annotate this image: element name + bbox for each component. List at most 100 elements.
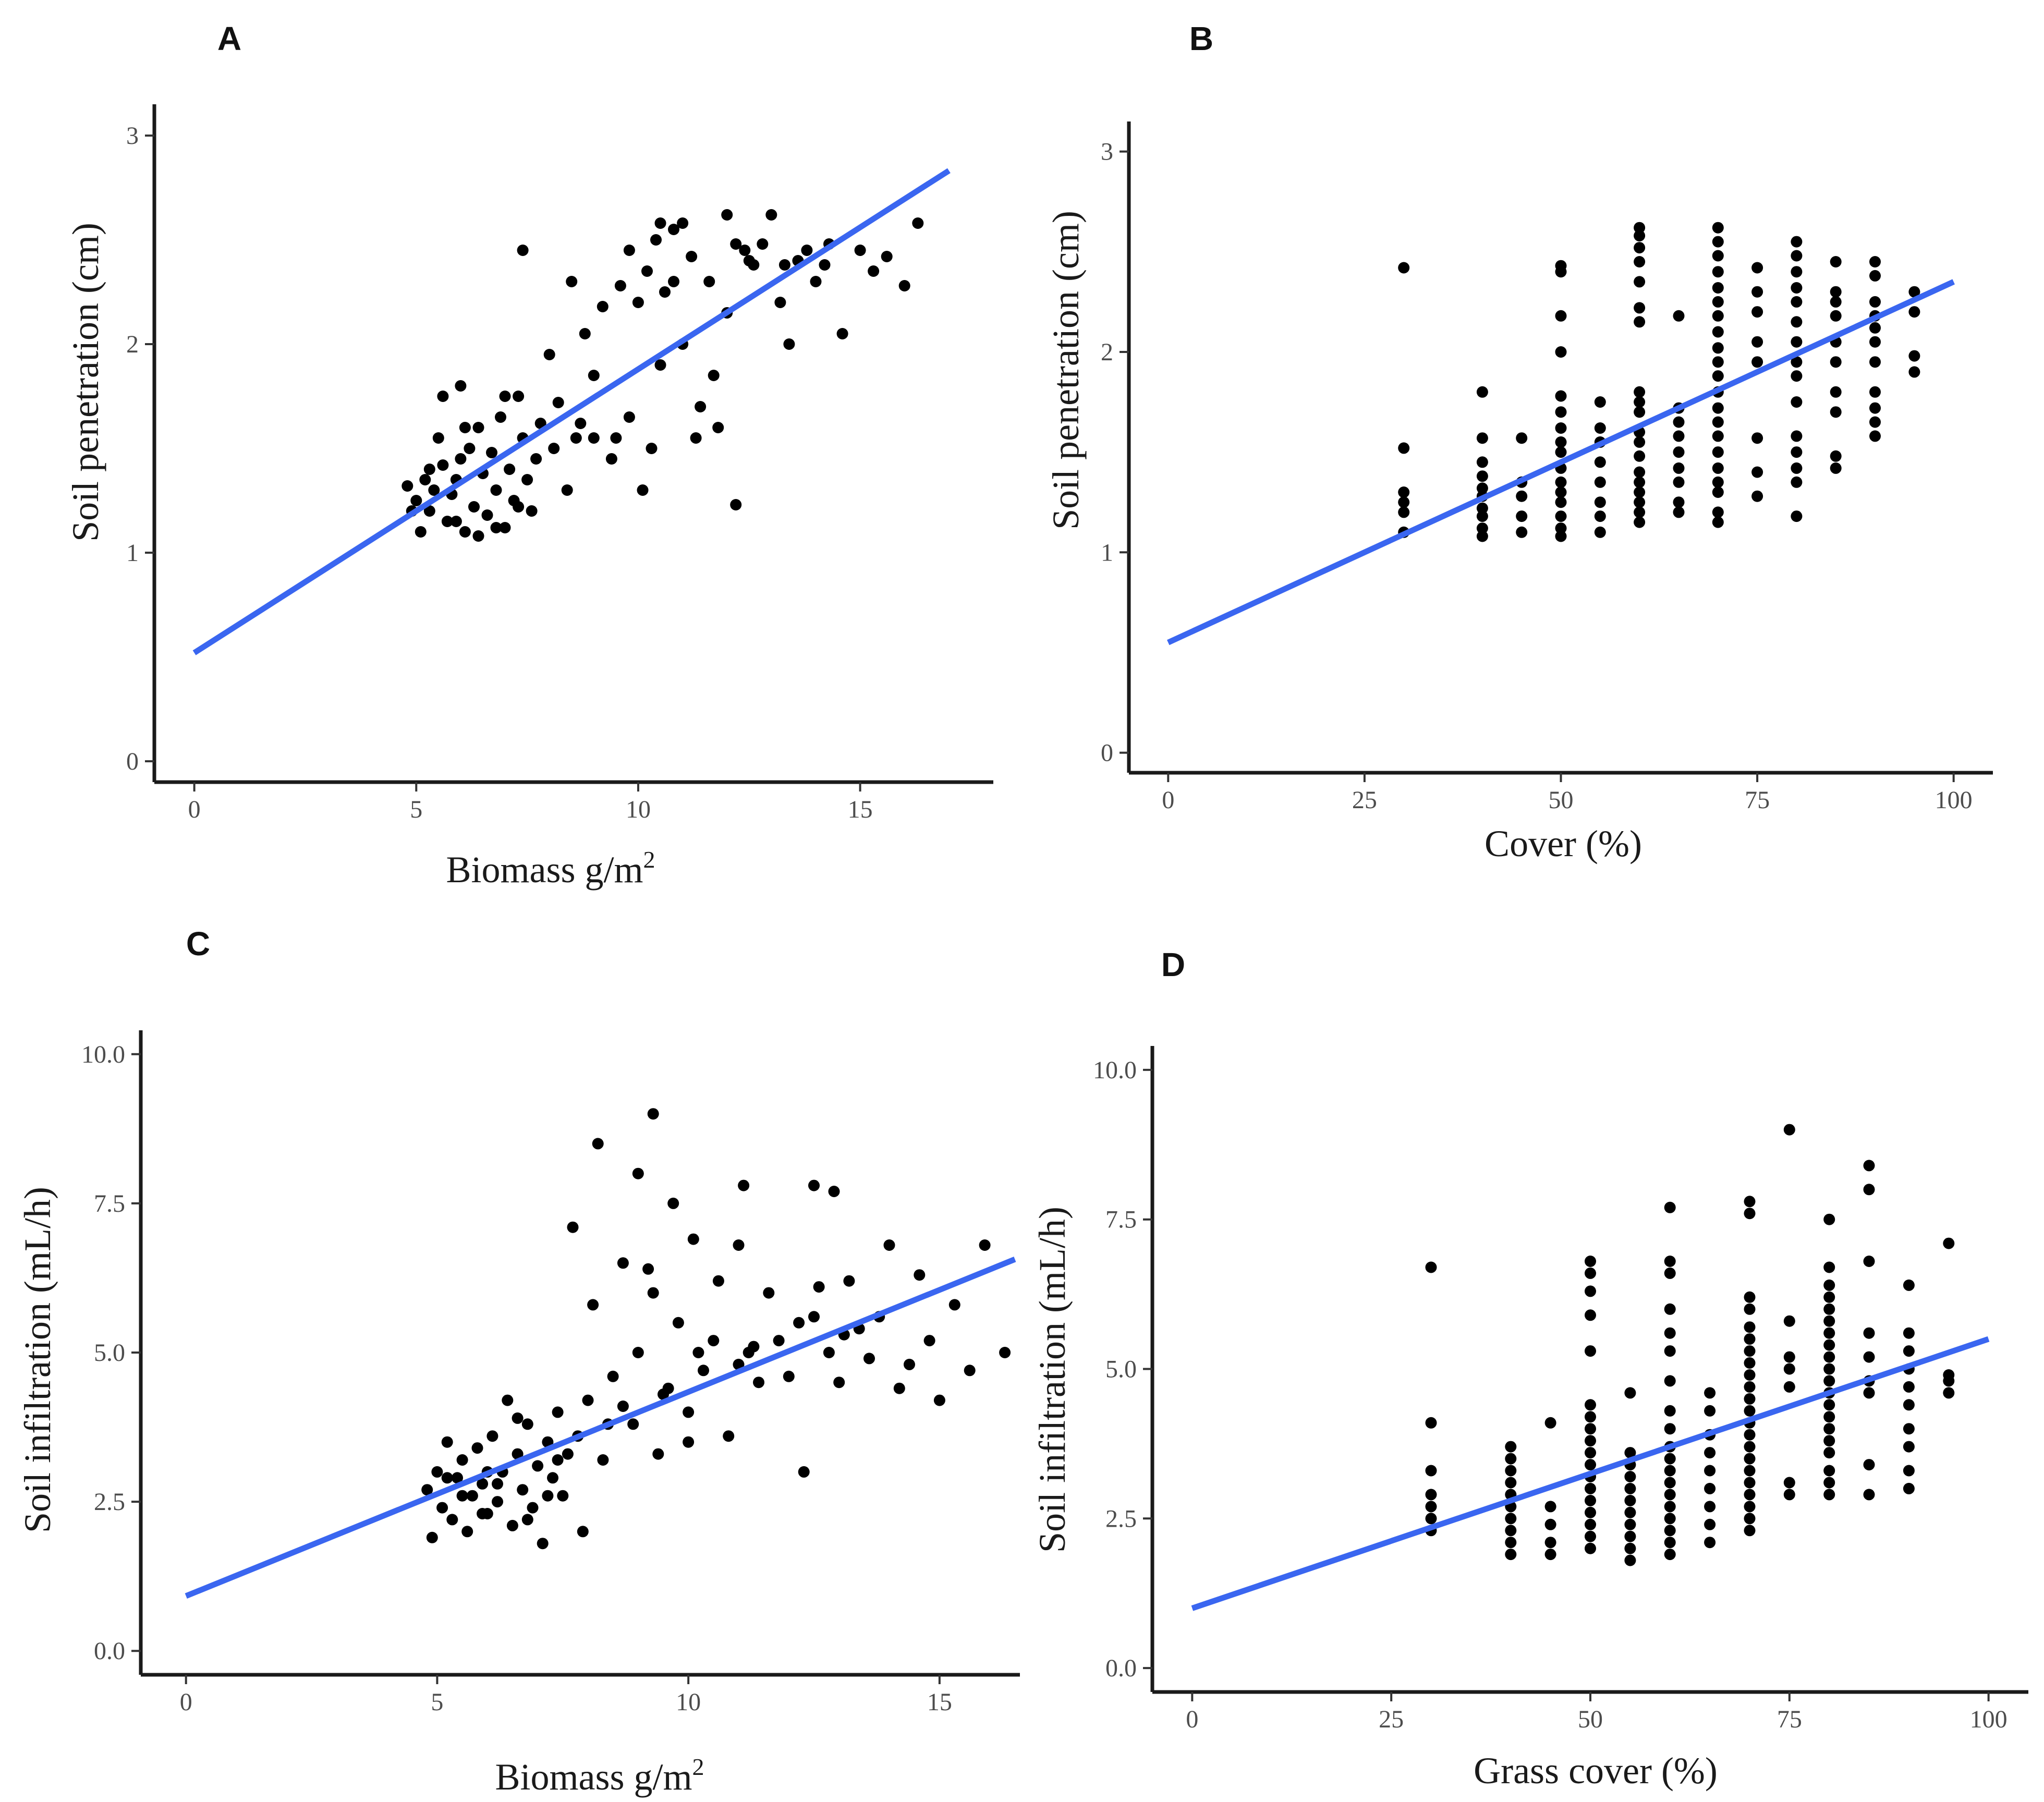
panel-b-data-point (1634, 386, 1646, 398)
panel-b-data-point (1751, 490, 1763, 502)
panel-d-data-point (1823, 1477, 1835, 1489)
panel-b-x-axis-title: Cover (%) (1485, 823, 1642, 865)
panel-c-data-point (617, 1401, 629, 1412)
panel-b-data-point (1712, 516, 1724, 528)
panel-d-data-point (1585, 1530, 1596, 1542)
panel-b-x-tick-label: 0 (1162, 786, 1174, 814)
panel-d-data-point (1704, 1518, 1716, 1530)
panel-c-data-point (632, 1347, 644, 1358)
panel-c-data-point (843, 1275, 855, 1287)
panel-c-data-point (723, 1430, 735, 1442)
panel-a-data-point (868, 265, 880, 277)
panel-c-data-point (446, 1514, 458, 1526)
panel-a-data-point (757, 238, 769, 250)
panel-a-data-point (490, 484, 502, 496)
panel-c-y-tick-label: 0.0 (94, 1637, 125, 1665)
panel-d-data-point (1943, 1387, 1955, 1399)
panel-a-data-point (481, 509, 493, 521)
panel-b-data-point (1555, 530, 1567, 542)
panel-b-data-point (1634, 406, 1646, 418)
panel-b-data-point (1791, 462, 1803, 474)
panel-d-data-point (1863, 1160, 1875, 1172)
panel-d-y-tick-label: 0.0 (1105, 1654, 1137, 1682)
panel-b-x-tick-label: 100 (1935, 786, 1973, 814)
panel-b-data-point (1555, 406, 1567, 418)
panel-b-data-point (1830, 256, 1842, 267)
panel-a-data-point (623, 411, 635, 423)
panel-d-data-point (1783, 1489, 1795, 1501)
panel-a-data-point (459, 526, 471, 538)
panel-b-data-point (1751, 262, 1763, 274)
panel-c-y-tick-label: 5.0 (94, 1339, 125, 1367)
panel-a-data-point (437, 459, 449, 471)
panel-b-data-point (1712, 506, 1724, 518)
panel-a-data-point (721, 209, 733, 221)
panel-b-data-point (1634, 302, 1646, 314)
panel-d-data-point (1624, 1387, 1636, 1399)
panel-b-data-point (1791, 296, 1803, 308)
panel-a-y-tick-label: 3 (126, 122, 139, 150)
panel-b-data-point (1712, 266, 1724, 278)
panel-d-data-point (1783, 1351, 1795, 1363)
panel-c-data-point (748, 1341, 760, 1353)
panel-b-data-point (1712, 416, 1724, 428)
panel-a-data-point (597, 301, 609, 312)
panel-b-data-point (1673, 310, 1685, 322)
panel-d-data-point (1704, 1537, 1716, 1549)
panel-c-data-point (652, 1448, 664, 1460)
panel-c-data-point (456, 1454, 468, 1466)
panel-c-y-tick-label: 2.5 (94, 1488, 125, 1516)
panel-d-data-point (1823, 1465, 1835, 1477)
panel-c-data-point (441, 1472, 453, 1484)
panel-b-y-tick-label: 2 (1101, 338, 1113, 366)
panel-d-data-point (1624, 1494, 1636, 1506)
panel-d-data-point (1585, 1309, 1596, 1321)
panel-b-data-point (1634, 316, 1646, 328)
panel-c-data-point (773, 1335, 785, 1347)
panel-b-data-point (1634, 222, 1646, 234)
panel-b-data-point (1673, 446, 1685, 458)
panel-a-data-point (677, 217, 689, 229)
panel-d-data-point (1744, 1513, 1756, 1525)
panel-b-data-point (1634, 496, 1646, 508)
panel-b-data-point (1791, 396, 1803, 408)
panel-a-data-point (912, 217, 924, 229)
panel-c-data-point (712, 1275, 724, 1287)
panel-d-data-point (1744, 1441, 1756, 1453)
panel-c-data-point (557, 1490, 569, 1502)
panel-a-data-point (432, 432, 444, 444)
panel-a-data-point (419, 474, 431, 485)
panel-d-data-point (1624, 1530, 1636, 1542)
panel-a-data-point (455, 380, 467, 392)
panel-c-data-point (647, 1287, 659, 1299)
panel-c-data-point (431, 1466, 443, 1478)
panel-a-data-point (668, 276, 679, 287)
panel-b-data-point (1398, 496, 1410, 508)
panel-d-data-point (1505, 1537, 1517, 1549)
panel-c-data-point (933, 1394, 945, 1406)
panel-b-data-point (1555, 390, 1567, 402)
panel-d-data-point (1664, 1513, 1676, 1525)
panel-a-data-point (623, 245, 635, 256)
panel-b-data-point (1634, 476, 1646, 488)
panel-d-data-point (1425, 1489, 1437, 1501)
panel-d-data-point (1744, 1196, 1756, 1208)
panel-a-data-point (561, 484, 573, 496)
panel-b-data-point (1712, 446, 1724, 458)
panel-d-data-point (1664, 1345, 1676, 1357)
panel-c-data-point (798, 1466, 810, 1478)
panel-d-data-point (1863, 1184, 1875, 1196)
panel-d-data-point (1505, 1441, 1517, 1453)
panel-b-data-point (1712, 356, 1724, 368)
panel-a-data-point (402, 480, 413, 492)
panel-d-data-point (1863, 1387, 1875, 1399)
panel-d-data-point (1664, 1303, 1676, 1315)
panel-c-data-point (547, 1472, 558, 1484)
panel-c-data-point (421, 1484, 433, 1496)
panel-b-data-point (1791, 510, 1803, 522)
panel-b-data-point (1791, 430, 1803, 442)
panel-d-data-point (1664, 1327, 1676, 1339)
panel-d-data-point (1863, 1489, 1875, 1501)
panel-d-data-point (1823, 1291, 1835, 1303)
panel-b-x-tick-label: 50 (1549, 786, 1574, 814)
